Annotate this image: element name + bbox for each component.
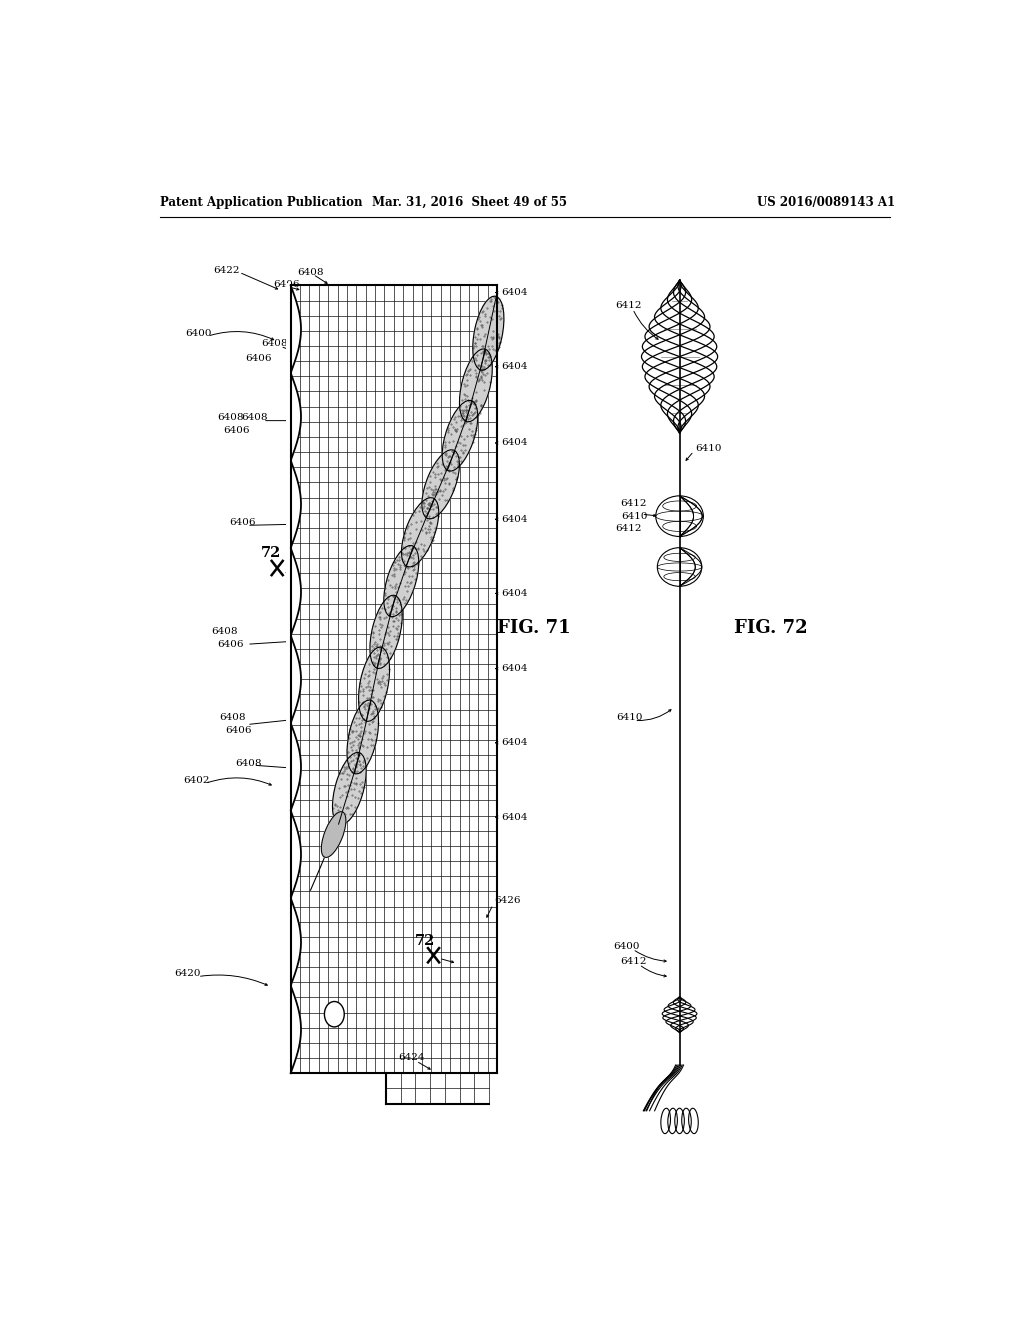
- Text: 6402: 6402: [183, 776, 210, 785]
- Text: 72: 72: [261, 545, 282, 560]
- Ellipse shape: [325, 1002, 344, 1027]
- Ellipse shape: [460, 348, 493, 422]
- Ellipse shape: [347, 700, 379, 774]
- Text: 6412: 6412: [615, 524, 642, 533]
- Text: 6404: 6404: [501, 515, 527, 524]
- Text: 6404: 6404: [501, 362, 527, 371]
- Text: US 2016/0089143 A1: US 2016/0089143 A1: [758, 195, 895, 209]
- Text: 6406: 6406: [223, 426, 250, 436]
- Text: 6410: 6410: [621, 512, 647, 520]
- Text: 6408: 6408: [217, 413, 244, 422]
- Text: 6412: 6412: [620, 957, 646, 966]
- Ellipse shape: [358, 647, 389, 721]
- Text: FIG. 72: FIG. 72: [734, 619, 808, 638]
- Text: 6422: 6422: [214, 265, 241, 275]
- Ellipse shape: [333, 752, 367, 825]
- Ellipse shape: [401, 498, 438, 566]
- Text: 6404: 6404: [501, 664, 527, 673]
- Text: 6406: 6406: [229, 517, 256, 527]
- Ellipse shape: [442, 400, 478, 471]
- Text: 72: 72: [416, 935, 435, 948]
- Text: 6406: 6406: [246, 354, 272, 363]
- Ellipse shape: [322, 812, 346, 858]
- Text: 6408: 6408: [297, 268, 324, 277]
- Text: 6412: 6412: [620, 499, 646, 508]
- Text: 6420: 6420: [174, 969, 201, 978]
- Text: 6406: 6406: [273, 280, 300, 289]
- Text: 6408: 6408: [236, 759, 262, 768]
- Text: 6412: 6412: [615, 301, 642, 310]
- Polygon shape: [287, 284, 301, 1076]
- Text: 6406: 6406: [218, 640, 244, 648]
- Text: 6400: 6400: [613, 941, 640, 950]
- Text: 6404: 6404: [501, 589, 527, 598]
- Text: 6426: 6426: [495, 896, 521, 906]
- Ellipse shape: [473, 296, 504, 370]
- Text: 6408: 6408: [219, 713, 246, 722]
- Text: 6410: 6410: [616, 713, 643, 722]
- Ellipse shape: [384, 545, 419, 616]
- Text: Patent Application Publication: Patent Application Publication: [160, 195, 362, 209]
- Text: 6410: 6410: [695, 444, 722, 453]
- Text: 6404: 6404: [501, 438, 527, 447]
- Text: Mar. 31, 2016  Sheet 49 of 55: Mar. 31, 2016 Sheet 49 of 55: [372, 195, 566, 209]
- Text: 6404: 6404: [501, 288, 527, 297]
- Text: 6400: 6400: [185, 329, 212, 338]
- Ellipse shape: [422, 450, 460, 519]
- Text: 6404: 6404: [501, 813, 527, 821]
- Text: 6408: 6408: [211, 627, 238, 635]
- Text: FIG. 71: FIG. 71: [497, 619, 570, 638]
- Text: 6404: 6404: [501, 738, 527, 747]
- Ellipse shape: [370, 595, 402, 668]
- Text: 6424: 6424: [397, 1053, 424, 1063]
- Text: 6406: 6406: [225, 726, 251, 735]
- Text: 6408: 6408: [261, 339, 288, 348]
- Text: 6408: 6408: [242, 413, 268, 422]
